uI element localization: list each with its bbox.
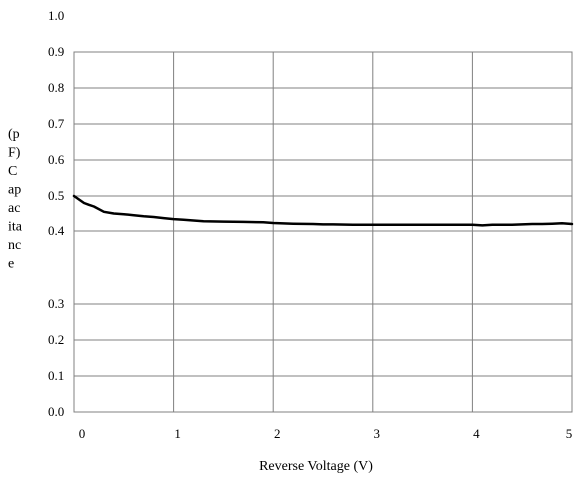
x-tick-label: 2 — [274, 426, 281, 441]
y-axis-title-fragment: C — [8, 164, 17, 179]
grid — [74, 51, 572, 412]
series-line — [72, 194, 574, 227]
y-tick-label: 0.1 — [48, 368, 64, 383]
plot-area-border — [73, 51, 573, 413]
y-axis-title: (p F) Cap ac ita nc e — [8, 127, 23, 272]
x-tick-label: 4 — [473, 426, 480, 441]
x-tick-label: 1 — [174, 426, 181, 441]
y-tick-label: 0.0 — [48, 404, 64, 419]
x-tick-label: 0 — [79, 426, 86, 441]
y-tick-label: 0.4 — [48, 223, 65, 238]
x-axis-title: Reverse Voltage (V) — [259, 459, 373, 474]
y-tick-label: 0.2 — [48, 332, 64, 347]
y-tick-label: 0.5 — [48, 188, 64, 203]
x-tick-label: 3 — [374, 426, 381, 441]
y-axis-title-fragment: ap — [8, 183, 21, 198]
y-tick-label: 0.7 — [48, 116, 65, 131]
y-tick-label: 0.3 — [48, 296, 64, 311]
series — [72, 194, 574, 227]
x-tick-labels: 0 1 2 3 4 5 — [79, 426, 573, 441]
y-axis-title-fragment: F) — [8, 146, 21, 161]
y-tick-label: 0.6 — [48, 152, 65, 167]
y-tick-label: 0.9 — [48, 44, 64, 59]
x-tick-label: 5 — [566, 426, 573, 441]
y-tick-label: 0.8 — [48, 80, 64, 95]
y-axis-title-fragment: nc — [8, 238, 21, 253]
y-axis-title-fragment: ita — [8, 220, 23, 235]
y-axis-title-fragment: ac — [8, 201, 20, 216]
y-axis-title-fragment: (p — [8, 127, 20, 142]
y-tick-label: 1.0 — [48, 8, 64, 23]
y-tick-labels: 0.0 0.1 0.2 0.3 0.4 0.5 0.6 0.7 0.8 0.9 1.0 — [48, 8, 65, 419]
y-axis-title-fragment: e — [8, 257, 14, 272]
plot-frame — [73, 51, 573, 413]
